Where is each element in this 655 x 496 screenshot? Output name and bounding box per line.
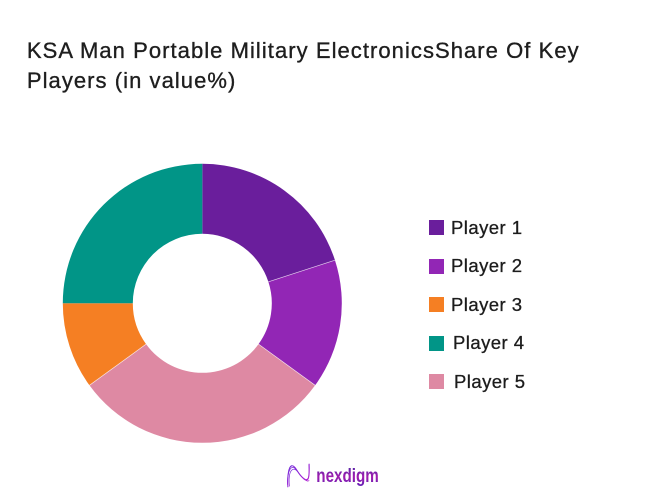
svg-text:nexdigm: nexdigm bbox=[316, 465, 379, 487]
